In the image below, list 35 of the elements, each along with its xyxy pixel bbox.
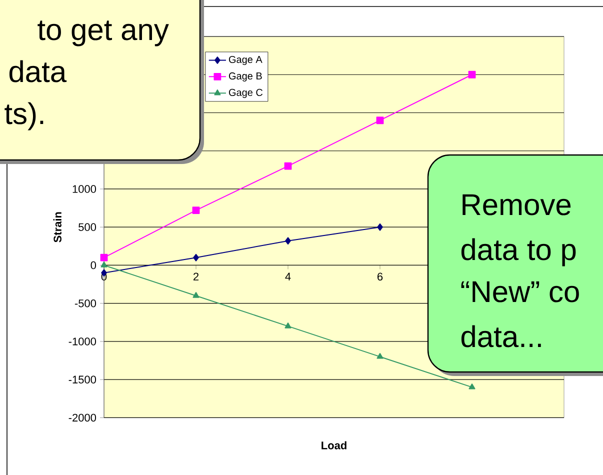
y-tick-label: 500 <box>78 223 96 231</box>
text: ts). <box>4 102 44 130</box>
y-axis-title: Strain <box>53 212 62 242</box>
point <box>376 353 384 359</box>
point <box>284 322 292 328</box>
legend-label: Gage C <box>228 88 263 98</box>
point <box>468 70 476 78</box>
legend-label: Gage A <box>228 56 262 65</box>
annotation: to get any <box>38 20 169 46</box>
point <box>468 384 476 390</box>
y-tick-label: 0 <box>90 261 96 270</box>
y-tick-label: -500 <box>74 299 96 308</box>
annotation: “New” co <box>461 281 579 302</box>
annotation: data to p <box>461 238 576 266</box>
x-tick-label: 2 <box>193 272 199 280</box>
y-tick-label: -1000 <box>68 338 96 346</box>
text: data <box>9 60 67 82</box>
x-axis-title: Load <box>322 441 346 450</box>
point <box>376 116 384 124</box>
point <box>192 292 200 298</box>
point <box>377 223 383 231</box>
point <box>285 237 291 245</box>
y-tick-label: -2000 <box>68 414 96 422</box>
point <box>100 254 108 262</box>
point <box>193 254 199 262</box>
y-tick-label: -1500 <box>68 376 96 384</box>
annotation: Remove <box>462 194 571 216</box>
x-tick-label: 4 <box>285 272 291 280</box>
annotation: data... <box>461 325 541 348</box>
y-tick-label: 1000 <box>72 185 96 193</box>
point <box>192 206 200 214</box>
point <box>100 262 108 268</box>
legend-label: Gage B <box>228 72 262 82</box>
x-tick-label: 6 <box>378 272 383 281</box>
point <box>284 162 292 170</box>
